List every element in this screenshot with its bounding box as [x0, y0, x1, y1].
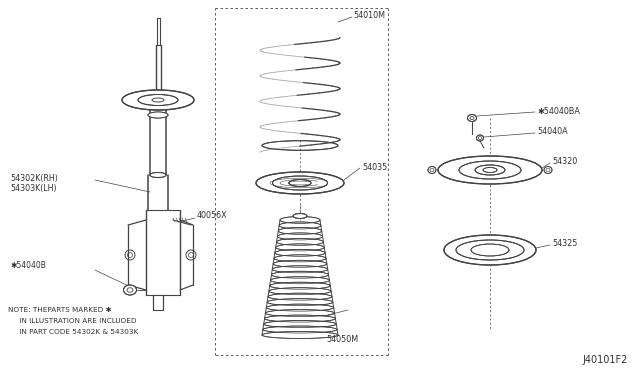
Ellipse shape [273, 176, 328, 190]
Ellipse shape [138, 94, 178, 106]
Ellipse shape [475, 165, 505, 175]
Ellipse shape [269, 288, 331, 295]
Ellipse shape [483, 167, 497, 173]
Text: 54035: 54035 [362, 163, 387, 171]
Ellipse shape [544, 167, 552, 173]
Ellipse shape [289, 180, 311, 186]
Ellipse shape [264, 321, 336, 328]
Ellipse shape [264, 315, 335, 322]
Ellipse shape [467, 115, 477, 122]
Ellipse shape [256, 172, 344, 194]
Ellipse shape [273, 260, 327, 267]
Ellipse shape [471, 244, 509, 256]
Ellipse shape [271, 271, 328, 278]
Ellipse shape [148, 112, 168, 118]
Text: ✱54040BA: ✱54040BA [537, 106, 580, 115]
Ellipse shape [275, 249, 325, 256]
Ellipse shape [456, 240, 524, 260]
Ellipse shape [262, 331, 338, 339]
Text: 54040A: 54040A [537, 126, 568, 135]
Ellipse shape [277, 233, 323, 240]
Ellipse shape [293, 214, 307, 218]
Ellipse shape [266, 310, 335, 317]
Ellipse shape [428, 167, 436, 173]
Text: 54302K(RH): 54302K(RH) [10, 173, 58, 183]
Text: 54325: 54325 [552, 240, 577, 248]
Ellipse shape [276, 244, 324, 251]
Ellipse shape [269, 282, 330, 289]
Ellipse shape [272, 266, 328, 273]
Ellipse shape [266, 304, 333, 311]
Text: 54320: 54320 [552, 157, 577, 167]
Text: 54050M: 54050M [326, 336, 358, 344]
Ellipse shape [276, 238, 323, 246]
Ellipse shape [459, 161, 521, 179]
Ellipse shape [274, 255, 326, 262]
Text: ✱54040B: ✱54040B [10, 260, 46, 269]
Ellipse shape [444, 235, 536, 265]
Ellipse shape [477, 135, 483, 141]
Text: NOTE: THEPARTS MARKED ✱: NOTE: THEPARTS MARKED ✱ [8, 307, 111, 313]
Text: 54010M: 54010M [353, 12, 385, 20]
Ellipse shape [122, 90, 194, 110]
Ellipse shape [278, 227, 322, 234]
Text: J40101F2: J40101F2 [582, 355, 628, 365]
Ellipse shape [150, 173, 166, 177]
Text: 40056X: 40056X [197, 212, 228, 221]
Ellipse shape [280, 217, 320, 224]
Ellipse shape [263, 326, 337, 333]
Text: 54303K(LH): 54303K(LH) [10, 183, 56, 192]
Ellipse shape [438, 156, 542, 184]
Ellipse shape [262, 141, 338, 150]
Text: IN ILLUSTRATION ARE INCLUDED: IN ILLUSTRATION ARE INCLUDED [8, 318, 136, 324]
Ellipse shape [268, 293, 332, 300]
Ellipse shape [124, 285, 136, 295]
Ellipse shape [267, 299, 333, 306]
Ellipse shape [271, 277, 330, 284]
Text: IN PART CODE 54302K & 54303K: IN PART CODE 54302K & 54303K [8, 329, 138, 335]
Ellipse shape [279, 222, 321, 229]
